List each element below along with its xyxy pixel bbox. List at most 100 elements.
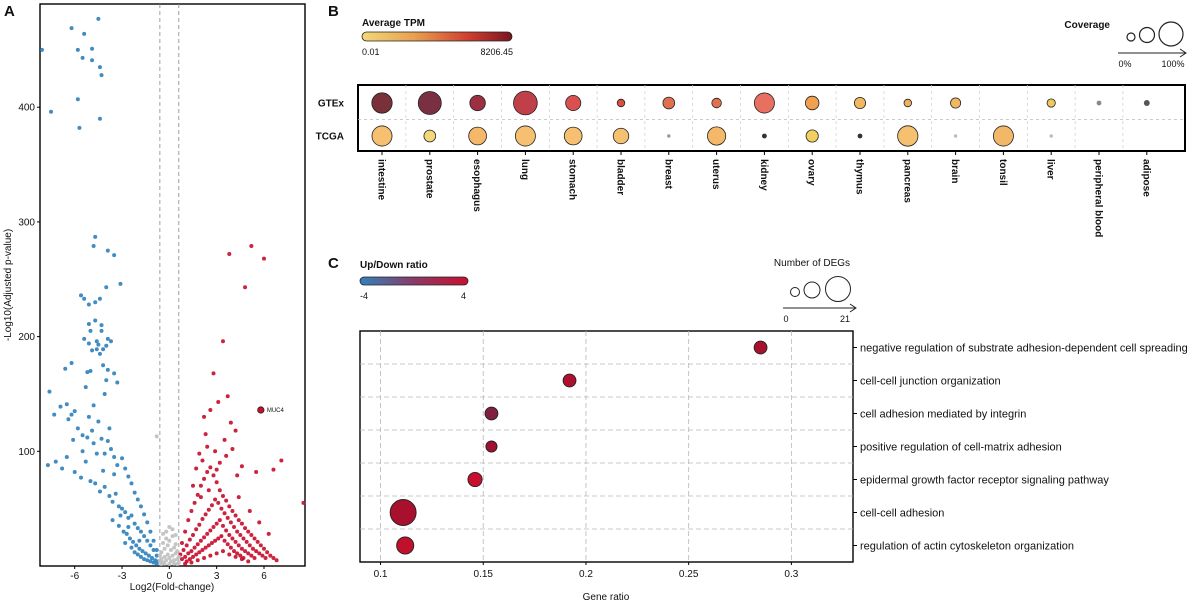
volcano-x-tick-4: 6 — [261, 571, 267, 582]
dotmatrix-col-label-thymus: thymus — [854, 159, 865, 195]
volcano-point-up-4 — [220, 339, 225, 344]
volcano-point-ns-17 — [172, 545, 177, 550]
dotmatrix-col-label-prostate: prostate — [423, 159, 434, 199]
dotmatrix-dots — [371, 90, 1150, 147]
volcano-point-down-127 — [142, 557, 147, 562]
volcano-point-down-124 — [132, 550, 137, 555]
volcano-point-down-55 — [69, 412, 74, 417]
enrichment-dot-6 — [396, 536, 415, 555]
tissue-expression-panel: Average TPM 0.01 8206.45 Coverage 0% 100… — [316, 18, 1187, 237]
coverage-legend-medium — [1138, 26, 1156, 44]
updown-legend-max: 4 — [461, 291, 466, 301]
volcano-point-down-108 — [110, 518, 115, 523]
volcano-point-down-88 — [88, 479, 93, 484]
dot-gtex-uterus — [711, 97, 722, 109]
coverage-legend-arrow-head — [1179, 48, 1187, 58]
volcano-point-up-59 — [191, 533, 196, 538]
volcano-point-up-71 — [228, 520, 233, 525]
updown-colorbar — [359, 276, 469, 286]
volcano-point-down-118 — [146, 553, 151, 558]
volcano-point-up-83 — [179, 557, 184, 562]
volcano-point-up-81 — [260, 553, 265, 558]
degs-legend-small — [790, 287, 800, 297]
dot-tcga-bladder — [612, 127, 630, 145]
volcano-point-up-69 — [222, 511, 227, 516]
volcano-point-down-24 — [86, 302, 91, 307]
coverage-legend-large — [1158, 21, 1184, 47]
volcano-point-up-31 — [202, 476, 207, 481]
dotmatrix-row-label-tcga: TCGA — [316, 132, 344, 143]
volcano-point-up-41 — [233, 513, 238, 518]
volcano-point-down-4 — [80, 55, 85, 60]
volcano-point-up-10 — [228, 420, 233, 425]
volcano-point-up-70 — [225, 515, 230, 520]
degs-legend-max: 21 — [840, 314, 850, 324]
enrichment-dots — [389, 340, 768, 555]
volcano-point-up-53 — [271, 555, 276, 560]
volcano-point-down-79 — [151, 538, 156, 543]
volcano-point-down-115 — [137, 546, 142, 551]
volcano-point-up-42 — [236, 518, 241, 523]
volcano-point-up-126 — [183, 561, 188, 566]
volcano-point-ns-13 — [159, 550, 164, 555]
volcano-point-up-64 — [206, 507, 211, 512]
volcano-point-down-63 — [99, 436, 104, 441]
volcano-point-down-122 — [123, 541, 128, 546]
volcano-point-down-62 — [96, 419, 101, 424]
volcano-point-up-110 — [194, 552, 199, 557]
volcano-plot: -6 -3 0 3 6 100 200 300 400 MUC4 Log2(Fold-chan… — [3, 3, 306, 593]
volcano-point-down-113 — [131, 539, 136, 544]
volcano-point-ns-19 — [161, 541, 166, 546]
volcano-point-up-141 — [224, 453, 229, 458]
volcano-point-up-129 — [202, 555, 207, 560]
volcano-point-up-145 — [236, 495, 241, 500]
enrichment-x-ticks: 0.1 0.15 0.2 0.25 0.3 — [374, 562, 799, 580]
volcano-point-up-30 — [198, 483, 203, 488]
volcano-point-down-18 — [118, 281, 123, 286]
volcano-point-up-115 — [209, 541, 214, 546]
volcano-y-tick-2: 300 — [18, 217, 35, 228]
volcano-point-down-80 — [154, 547, 159, 552]
volcano-point-down-30 — [82, 336, 87, 341]
volcano-point-up-14 — [213, 449, 218, 454]
volcano-point-down-5 — [82, 31, 87, 36]
volcano-point-up-89 — [198, 538, 203, 543]
volcano-point-down-109 — [116, 523, 121, 528]
volcano-point-up-138 — [206, 488, 211, 493]
volcano-point-down-41 — [63, 366, 68, 371]
volcano-point-up-78 — [250, 546, 255, 551]
volcano-point-up-147 — [257, 520, 262, 525]
dot-tcga-thymus — [857, 133, 863, 139]
volcano-point-down-42 — [69, 360, 74, 365]
volcano-point-down-131 — [154, 561, 159, 566]
volcano-point-up-52 — [268, 553, 273, 558]
volcano-point-down-20 — [97, 296, 102, 301]
volcano-point-down-58 — [80, 433, 85, 438]
volcano-point-down-92 — [107, 494, 112, 499]
volcano-point-ns-26 — [164, 529, 169, 534]
volcano-point-down-89 — [93, 481, 98, 486]
volcano-x-tick-0: -6 — [70, 571, 79, 582]
volcano-point-up-48 — [255, 539, 260, 544]
enrichment-term-label-2: cell adhesion mediated by integrin — [860, 409, 1026, 421]
volcano-point-up-86 — [189, 549, 194, 554]
volcano-point-up-11 — [233, 428, 238, 433]
volcano-point-down-144 — [94, 451, 99, 456]
volcano-point-down-85 — [72, 469, 77, 474]
degs-legend-title: Number of DEGs — [774, 258, 850, 269]
volcano-point-down-123 — [129, 545, 134, 550]
volcano-point-down-33 — [105, 336, 110, 341]
volcano-point-up-106 — [252, 555, 257, 560]
volcano-point-down-129 — [148, 559, 153, 564]
volcano-point-down-10 — [75, 97, 80, 102]
dotmatrix-col-label-bladder: bladder — [615, 159, 626, 195]
volcano-point-down-59 — [85, 435, 90, 440]
enrichment-term-label-6: regulation of actin cytoskeleton organiz… — [860, 541, 1074, 553]
volcano-point-down-28 — [88, 328, 93, 333]
tpm-legend-min: 0.01 — [362, 47, 380, 57]
tpm-colorbar — [361, 31, 513, 42]
volcano-point-down-51 — [52, 412, 57, 417]
volcano-point-ns-30 — [173, 533, 178, 538]
volcano-point-down-68 — [115, 463, 120, 468]
dotmatrix-col-label-kidney: kidney — [758, 159, 769, 191]
